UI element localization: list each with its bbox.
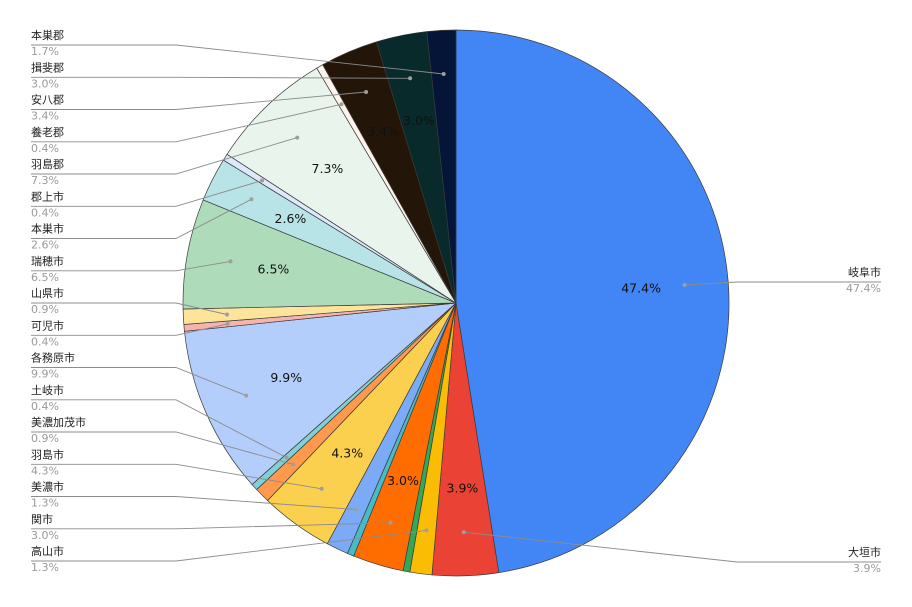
- slice-15-category-label: 本巣市: [31, 222, 64, 236]
- slice-8-leader-line: [31, 463, 322, 490]
- slice-7-leader-dot: [354, 507, 359, 512]
- slice-14-inner-label: 6.5%: [258, 261, 290, 276]
- slice-8-percent-label: 4.3%: [31, 464, 59, 477]
- slice-5-leader-dot: [388, 520, 393, 525]
- slice-2-inner-label: 3.9%: [447, 481, 479, 496]
- slice-11-leader-line: [31, 367, 247, 397]
- slice-18-leader-line: [31, 103, 342, 143]
- slice-8-inner-label: 4.3%: [331, 445, 363, 460]
- slice-21-percent-label: 1.7%: [31, 45, 59, 58]
- slice-1-category-label: 岐阜市: [848, 265, 881, 279]
- slice-17-percent-label: 7.3%: [31, 174, 59, 187]
- slice-3-category-label: 高山市: [31, 544, 64, 558]
- slice-17-leader-dot: [295, 135, 300, 140]
- slice-18-percent-label: 0.4%: [31, 142, 59, 155]
- slice-17-category-label: 羽島郡: [31, 157, 64, 171]
- slice-21-leader-line: [31, 44, 444, 75]
- slice-17-leader-line: [31, 137, 298, 175]
- slice-21-category-label: 本巣郡: [31, 28, 64, 42]
- slice-5-inner-label: 3.0%: [387, 473, 419, 488]
- slice-17: [226, 67, 457, 304]
- slices-layer: [182, 29, 730, 577]
- slice-19-leader-dot: [364, 90, 369, 94]
- slice-7-category-label: 美濃市: [31, 480, 64, 494]
- slice-14: [182, 199, 457, 310]
- slice-5-leader-line: [31, 522, 391, 530]
- slice-20-leader-dot: [408, 76, 413, 81]
- slice-2-percent-label: 3.9%: [853, 562, 881, 575]
- slice-9-leader-line: [31, 431, 294, 465]
- slice-12-leader-dot: [225, 321, 230, 326]
- slice-15-leader-dot: [249, 197, 254, 202]
- slice-5-category-label: 関市: [31, 512, 53, 526]
- slice-10-leader-dot: [284, 455, 289, 460]
- slice-15-inner-label: 2.6%: [275, 211, 307, 226]
- slice-15-leader-line: [31, 198, 252, 239]
- slice-19-category-label: 安八郡: [31, 93, 64, 107]
- slice-13-leader-dot: [225, 312, 229, 317]
- slice-11-category-label: 各務原市: [31, 351, 75, 365]
- slice-14-leader-line: [31, 260, 231, 272]
- slice-20-percent-label: 3.0%: [31, 77, 59, 90]
- slice-3-percent-label: 1.3%: [31, 561, 59, 574]
- slice-10-leader-line: [31, 399, 287, 458]
- slice-1: [455, 29, 730, 574]
- slice-13-category-label: 山県市: [31, 286, 64, 300]
- slice-12-category-label: 可児市: [31, 318, 64, 332]
- slice-1-leader-line: [684, 281, 881, 286]
- slice-20-category-label: 揖斐郡: [31, 60, 64, 74]
- slice-11-leader-dot: [244, 393, 249, 398]
- slice-5-percent-label: 3.0%: [31, 529, 59, 542]
- slice-8-category-label: 羽島市: [31, 447, 64, 461]
- slice-2-category-label: 大垣市: [848, 545, 881, 559]
- slice-12-leader-line: [31, 323, 228, 336]
- slice-7-percent-label: 1.3%: [31, 497, 59, 510]
- leader-lines-layer: [31, 44, 881, 563]
- slice-2-leader-line: [463, 531, 881, 563]
- slice-11-inner-label: 9.9%: [270, 370, 302, 385]
- slice-1-inner-label: 47.4%: [621, 280, 661, 295]
- slice-20-leader-line: [31, 76, 411, 79]
- slice-16-leader-dot: [260, 178, 265, 183]
- slice-18-leader-dot: [339, 102, 344, 107]
- slice-14-leader-dot: [228, 259, 233, 264]
- slice-21: [426, 29, 457, 304]
- slice-20-inner-label: 3.0%: [403, 113, 435, 128]
- slice-11-percent-label: 9.9%: [31, 368, 59, 381]
- slice-8-leader-dot: [319, 486, 324, 491]
- slice-19-inner-label: 3.4%: [367, 124, 399, 139]
- slice-9-leader-dot: [291, 462, 296, 467]
- slice-3-leader-dot: [424, 528, 429, 533]
- slice-2-leader-dot: [461, 530, 466, 535]
- slice-19-leader-line: [31, 91, 367, 110]
- slice-9-percent-label: 0.9%: [31, 432, 59, 445]
- slice-9-category-label: 美濃加茂市: [31, 415, 86, 429]
- slice-1-leader-dot: [682, 283, 687, 287]
- slice-1-percent-label: 47.4%: [846, 282, 881, 295]
- slice-15-percent-label: 2.6%: [31, 239, 59, 252]
- slice-21-leader-dot: [441, 72, 446, 76]
- slice-16-category-label: 郡上市: [31, 189, 64, 203]
- inner-labels-layer: 47.4% 3.9% 3.0% 4.3% 9.9% 6.5% 2.6% 7.3% 3.4% 3.0…: [258, 113, 662, 495]
- slice-3-leader-line: [31, 529, 427, 562]
- slice-12-percent-label: 0.4%: [31, 335, 59, 348]
- slice-18-category-label: 養老郡: [31, 125, 64, 139]
- outer-labels-layer: 本巣郡 1.7% 揖斐郡 3.0% 安八郡 3.4% 養老郡 0.4% 羽島郡 7.3% 郡上市 0.…: [31, 28, 881, 575]
- slice-16-percent-label: 0.4%: [31, 206, 59, 219]
- slice-14-percent-label: 6.5%: [31, 271, 59, 284]
- slice-10-category-label: 土岐市: [31, 383, 64, 397]
- slice-13-percent-label: 0.9%: [31, 303, 59, 316]
- slice-10-percent-label: 0.4%: [31, 400, 59, 413]
- slice-17-inner-label: 7.3%: [312, 161, 344, 176]
- slice-16-leader-line: [31, 180, 263, 207]
- slice-7-leader-line: [31, 496, 357, 510]
- slice-13-leader-line: [31, 302, 228, 315]
- slice-19-percent-label: 3.4%: [31, 110, 59, 123]
- slice-14-category-label: 瑞穂市: [31, 254, 64, 268]
